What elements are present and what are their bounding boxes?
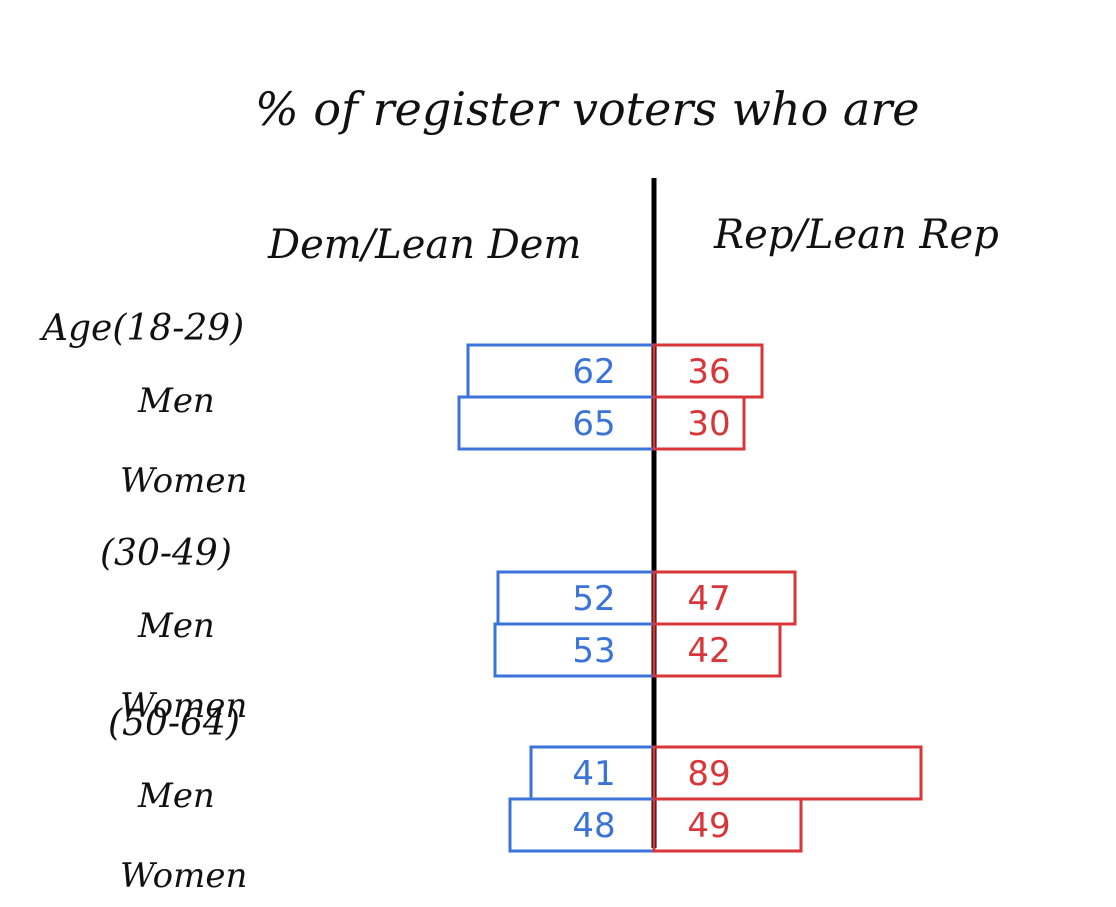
- dem-bar: [466, 343, 656, 399]
- dem-value-label: 41: [572, 754, 615, 794]
- rep-value-label: 36: [687, 352, 730, 392]
- rep-value-label: 89: [687, 754, 730, 794]
- row-label: Men: [137, 381, 215, 421]
- row-label: Women: [120, 856, 247, 896]
- dem-value-label: 53: [572, 631, 615, 671]
- dem-value-label: 48: [572, 806, 615, 846]
- group-label: (50-64): [108, 703, 240, 744]
- right-header: Rep/Lean Rep: [713, 212, 999, 258]
- group-label: Age(18-29): [39, 308, 244, 349]
- rep-bar: [652, 622, 782, 678]
- rep-value-label: 42: [687, 631, 730, 671]
- group-label: (30-49): [100, 533, 232, 574]
- dem-value-label: 52: [572, 579, 615, 619]
- row-label: Women: [120, 686, 247, 726]
- row-label: Men: [137, 606, 215, 646]
- dem-value-label: 65: [572, 404, 615, 444]
- rep-value-label: 30: [687, 404, 730, 444]
- bars-layer: [457, 343, 923, 853]
- row-label: Women: [120, 461, 247, 501]
- dem-value-label: 62: [572, 352, 615, 392]
- left-header: Dem/Lean Dem: [267, 222, 581, 268]
- dem-bar: [457, 395, 656, 451]
- rep-bar: [652, 395, 746, 451]
- rep-value-label: 49: [687, 806, 730, 846]
- labels-layer: Age(18-29) Men 62 36 Women 65 30 (30-49) Men 52 47…: [39, 308, 731, 896]
- chart-title: % of register voters who are: [255, 82, 920, 136]
- row-label: Men: [137, 776, 215, 816]
- rep-value-label: 47: [687, 579, 730, 619]
- rep-bar: [652, 797, 803, 853]
